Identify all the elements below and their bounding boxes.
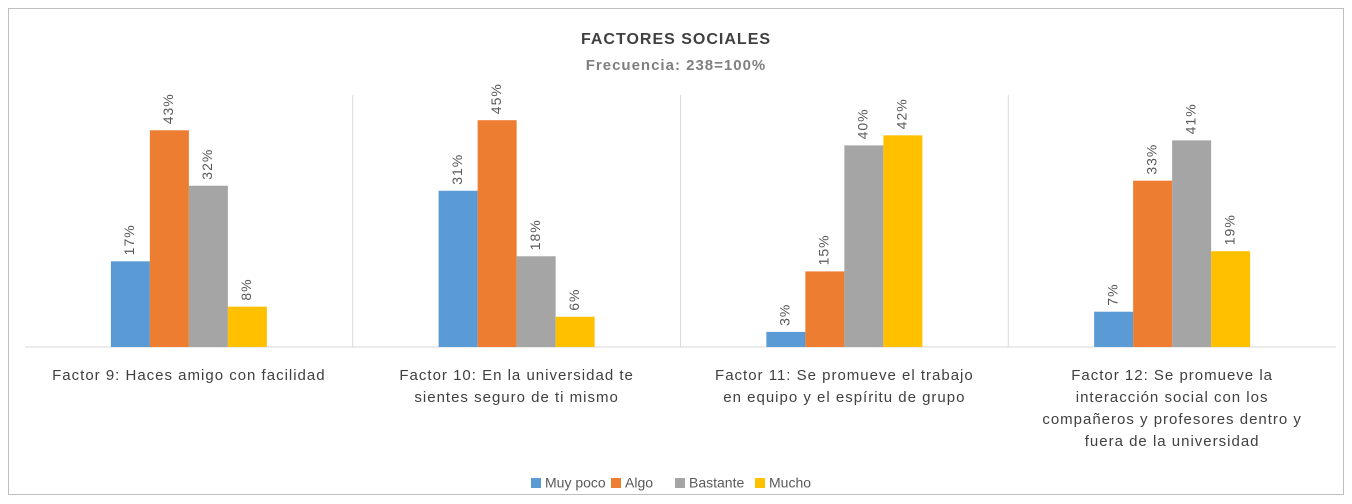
data-label: 45% bbox=[488, 83, 504, 114]
data-label: 40% bbox=[855, 108, 871, 139]
data-label: 8% bbox=[238, 278, 254, 300]
bar bbox=[477, 120, 517, 347]
x-tick-label: Factor 9: Haces amigo con facilidad bbox=[52, 367, 326, 384]
data-label: 17% bbox=[121, 224, 137, 255]
data-label: 3% bbox=[777, 304, 793, 326]
bar bbox=[110, 261, 150, 347]
data-label: 33% bbox=[1143, 144, 1159, 175]
data-label: 7% bbox=[1104, 283, 1120, 305]
bar bbox=[438, 190, 478, 347]
data-label: 18% bbox=[527, 219, 543, 250]
bar bbox=[1094, 311, 1134, 347]
frame bbox=[8, 8, 1344, 495]
data-label: 15% bbox=[816, 234, 832, 265]
data-label: 42% bbox=[894, 98, 910, 129]
data-label: 32% bbox=[199, 149, 215, 180]
chart-title: FACTORES SOCIALES bbox=[581, 31, 771, 48]
bar bbox=[1133, 180, 1173, 347]
data-label: 6% bbox=[566, 289, 582, 311]
data-label: 31% bbox=[449, 154, 465, 185]
bar bbox=[188, 185, 228, 347]
legend-swatch bbox=[675, 478, 685, 488]
bar bbox=[883, 135, 923, 347]
bar bbox=[766, 331, 806, 347]
legend-label: Bastante bbox=[689, 475, 744, 491]
data-label: 41% bbox=[1182, 103, 1198, 134]
legend-swatch bbox=[611, 478, 621, 488]
data-label: 19% bbox=[1221, 214, 1237, 245]
legend-swatch bbox=[755, 478, 765, 488]
data-label: 43% bbox=[160, 93, 176, 124]
bar bbox=[1211, 251, 1251, 347]
bar bbox=[805, 271, 845, 347]
bar bbox=[149, 130, 189, 347]
legend-label: Algo bbox=[625, 475, 653, 491]
legend-label: Muy poco bbox=[545, 475, 606, 491]
x-tick-label: Factor 12: Se promueve la interacción so… bbox=[1042, 367, 1302, 450]
bar bbox=[1172, 140, 1212, 347]
legend-label: Mucho bbox=[769, 475, 811, 491]
bar bbox=[844, 145, 884, 347]
bar bbox=[227, 306, 267, 347]
bar bbox=[516, 256, 556, 347]
chart-subtitle: Frecuencia: 238=100% bbox=[586, 57, 767, 74]
x-tick-label: Factor 11: Se promueve el trabajo en equ… bbox=[715, 367, 974, 406]
bar bbox=[555, 316, 595, 347]
x-tick-label: Factor 10: En la universidad te sientes … bbox=[399, 367, 634, 406]
legend-swatch bbox=[531, 478, 541, 488]
